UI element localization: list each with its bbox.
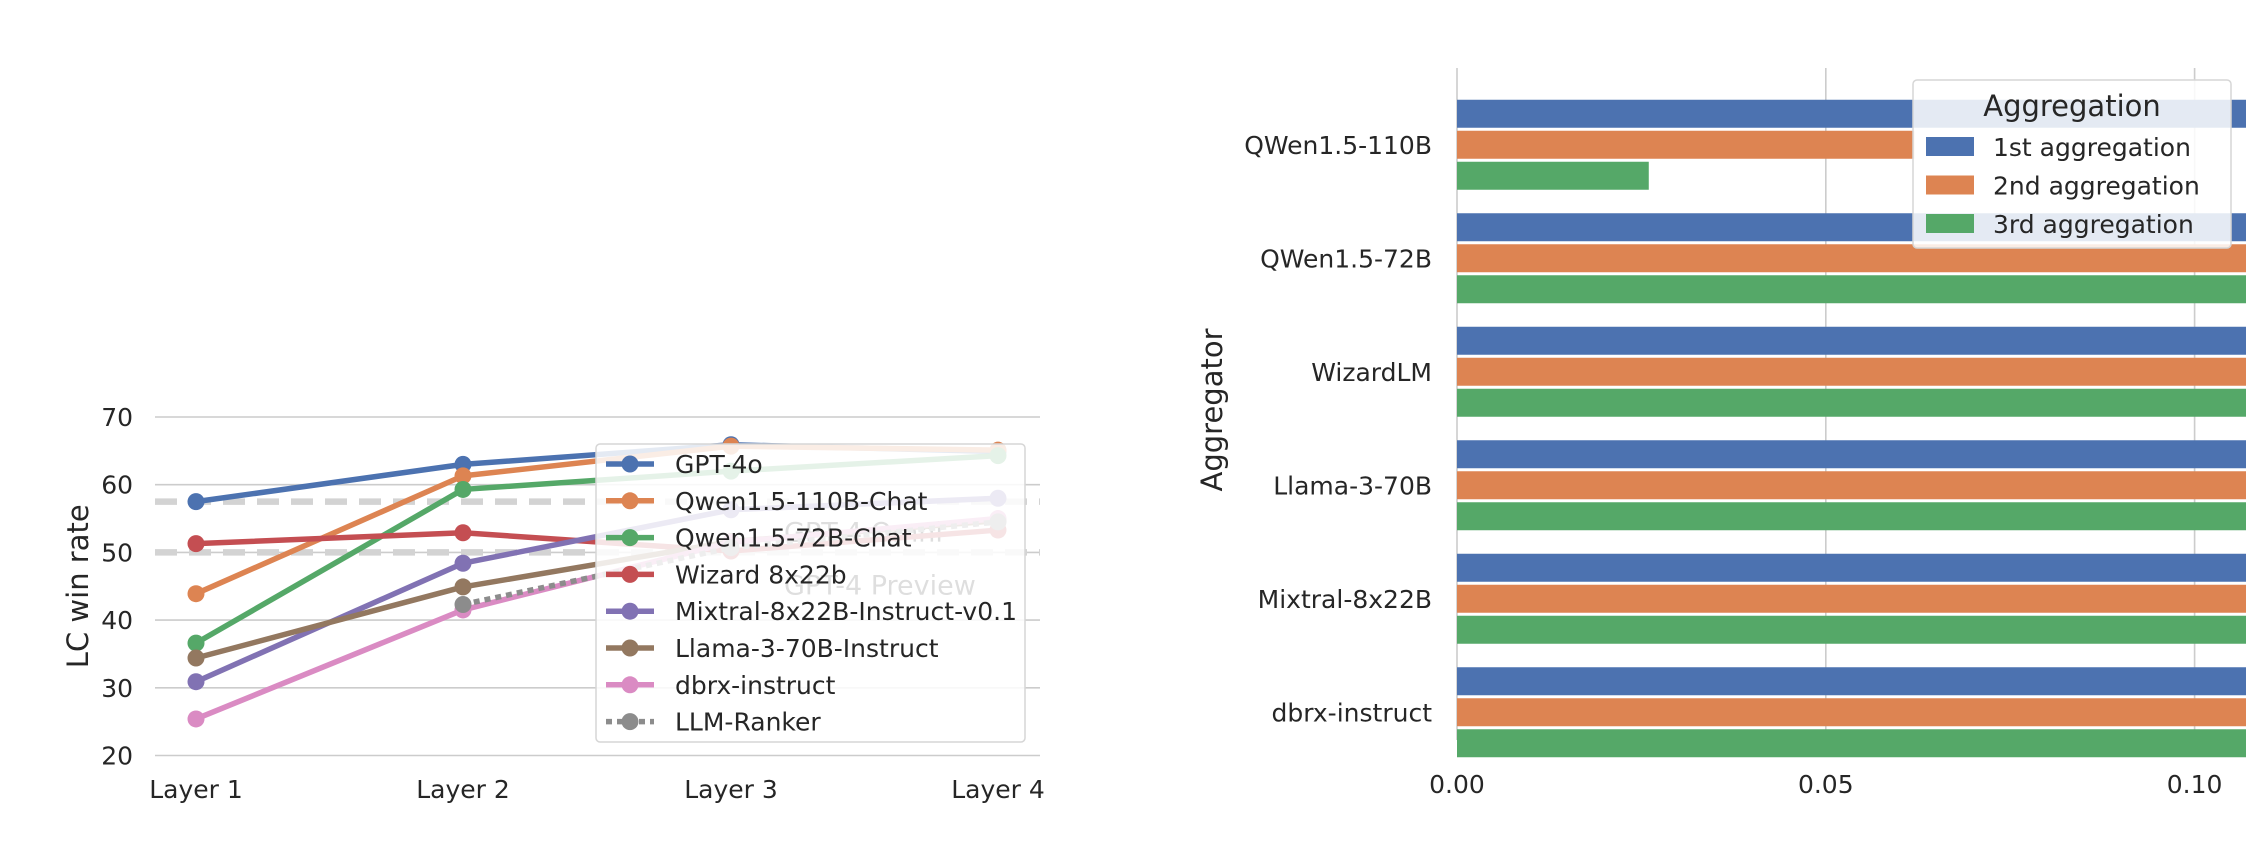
bar-2nd-aggregation	[1457, 584, 2246, 613]
y-tick-label: 20	[101, 742, 133, 771]
y-axis-label: LC win rate	[61, 504, 95, 668]
y-axis-label: Aggregator	[1195, 328, 1229, 491]
legend-item-3rd-aggregation: 3rd aggregation	[1926, 210, 2194, 239]
data-point	[454, 554, 472, 572]
legend-item-qwen1-5-72b-chat: Qwen1.5-72B-Chat	[606, 524, 912, 553]
y-tick-label: Mixtral-8x22B	[1258, 585, 1432, 614]
bar-2nd-aggregation	[1457, 698, 2246, 727]
bar-3rd-aggregation	[1457, 388, 2246, 417]
y-tick-label: QWen1.5-72B	[1260, 244, 1432, 273]
bar-1st-aggregation	[1457, 553, 2246, 582]
legend-marker	[621, 492, 639, 510]
legend-label: LLM-Ranker	[675, 708, 821, 737]
x-tick-label: Layer 4	[951, 775, 1045, 804]
y-tick-label: WizardLM	[1311, 358, 1432, 387]
x-tick-label: 0.00	[1429, 770, 1485, 799]
line-chart-lc-win-rate: 20 30 40 50 60 70 Layer 1 Layer 2 Layer 3 Layer 4…	[61, 403, 1045, 804]
legend-marker	[621, 565, 639, 583]
x-tick-label: Layer 1	[149, 775, 243, 804]
x-tick-label: 0.10	[2167, 770, 2223, 799]
x-tick-label: 0.05	[1798, 770, 1854, 799]
y-tick-label: 70	[101, 403, 133, 432]
legend-item-1st-aggregation: 1st aggregation	[1926, 133, 2191, 162]
legend-marker	[621, 676, 639, 694]
y-tick-label: 60	[101, 471, 133, 500]
legend-item-llama-3-70b-instruct: Llama-3-70B-Instruct	[606, 634, 939, 663]
bar-2nd-aggregation	[1457, 244, 2246, 273]
bar-3rd-aggregation	[1457, 275, 2246, 304]
legend-item-2nd-aggregation: 2nd aggregation	[1926, 172, 2200, 201]
legend-marker	[621, 713, 639, 731]
bar-3rd-aggregation	[1457, 161, 1649, 190]
bar-3rd-aggregation	[1457, 615, 2246, 644]
legend-marker	[621, 602, 639, 620]
y-tick-label: Llama-3-70B	[1273, 471, 1432, 500]
legend-marker	[621, 529, 639, 547]
bar-3rd-aggregation	[1457, 502, 2246, 531]
x-tick-label: Layer 3	[684, 775, 778, 804]
legend-frame	[1912, 79, 2232, 249]
legend-item-mixtral-8x22b-instruct-v0-1: Mixtral-8x22B-Instruct-v0.1	[606, 597, 1017, 626]
legend-label: Mixtral-8x22B-Instruct-v0.1	[675, 597, 1017, 626]
data-point	[187, 673, 205, 691]
bar-3rd-aggregation	[1457, 729, 2246, 758]
data-point	[187, 649, 205, 667]
y-tick-label: dbrx-instruct	[1272, 698, 1433, 727]
legend-label: 1st aggregation	[1993, 133, 2191, 162]
legend-label: 2nd aggregation	[1993, 172, 2200, 201]
legend-frame	[595, 443, 1026, 743]
y-tick-label: QWen1.5-110B	[1244, 131, 1432, 160]
legend-marker	[621, 639, 639, 657]
legend-swatch	[1926, 137, 1974, 156]
legend-label: Qwen1.5-72B-Chat	[675, 524, 912, 553]
data-point	[187, 535, 205, 553]
legend-label: Llama-3-70B-Instruct	[675, 634, 939, 663]
legend-item-llm-ranker: LLM-Ranker	[606, 708, 821, 737]
data-point	[454, 524, 472, 542]
legend-item-dbrx-instruct: dbrx-instruct	[606, 671, 836, 700]
legend-label: Qwen1.5-110B-Chat	[675, 487, 928, 516]
legend-swatch	[1926, 214, 1974, 233]
data-point	[454, 578, 472, 596]
data-point	[187, 585, 205, 603]
bar-1st-aggregation	[1457, 667, 2246, 696]
legend-label: GPT-4o	[675, 450, 763, 479]
x-tick-label: Layer 2	[416, 775, 510, 804]
legend-swatch	[1926, 175, 1974, 195]
bar-1st-aggregation	[1457, 440, 2246, 469]
legend-label: 3rd aggregation	[1993, 210, 2194, 239]
legend: Aggregation 1st aggregation 2nd aggregatio…	[1912, 79, 2232, 249]
data-point	[187, 634, 205, 652]
y-tick-label: 40	[101, 606, 133, 635]
legend-label: Wizard 8x22b	[675, 560, 847, 589]
legend-label: dbrx-instruct	[675, 671, 836, 700]
legend-item-qwen1-5-110b-chat: Qwen1.5-110B-Chat	[606, 487, 928, 516]
legend-marker	[621, 455, 639, 473]
y-tick-label: 30	[101, 674, 133, 703]
bar-2nd-aggregation	[1457, 130, 1915, 159]
bar-1st-aggregation	[1457, 326, 2246, 355]
legend-item-wizard-8x22b: Wizard 8x22b	[606, 560, 847, 589]
data-point	[187, 710, 205, 728]
bar-chart-spearman: 0.000.050.100.150.200.250.30QWen1.5-110B…	[1195, 68, 2246, 799]
bar-2nd-aggregation	[1457, 357, 2246, 386]
legend-title: Aggregation	[1983, 89, 2161, 123]
data-point	[454, 467, 472, 485]
legend-item-gpt-4o: GPT-4o	[606, 450, 763, 479]
y-tick-label: 50	[101, 538, 133, 567]
data-point	[454, 596, 472, 614]
legend: GPT-4o Qwen1.5-110B-Chat Qwen1.5-72B-Chat W…	[595, 443, 1026, 743]
data-point	[454, 480, 472, 498]
bar-2nd-aggregation	[1457, 471, 2246, 500]
data-point	[187, 493, 205, 511]
